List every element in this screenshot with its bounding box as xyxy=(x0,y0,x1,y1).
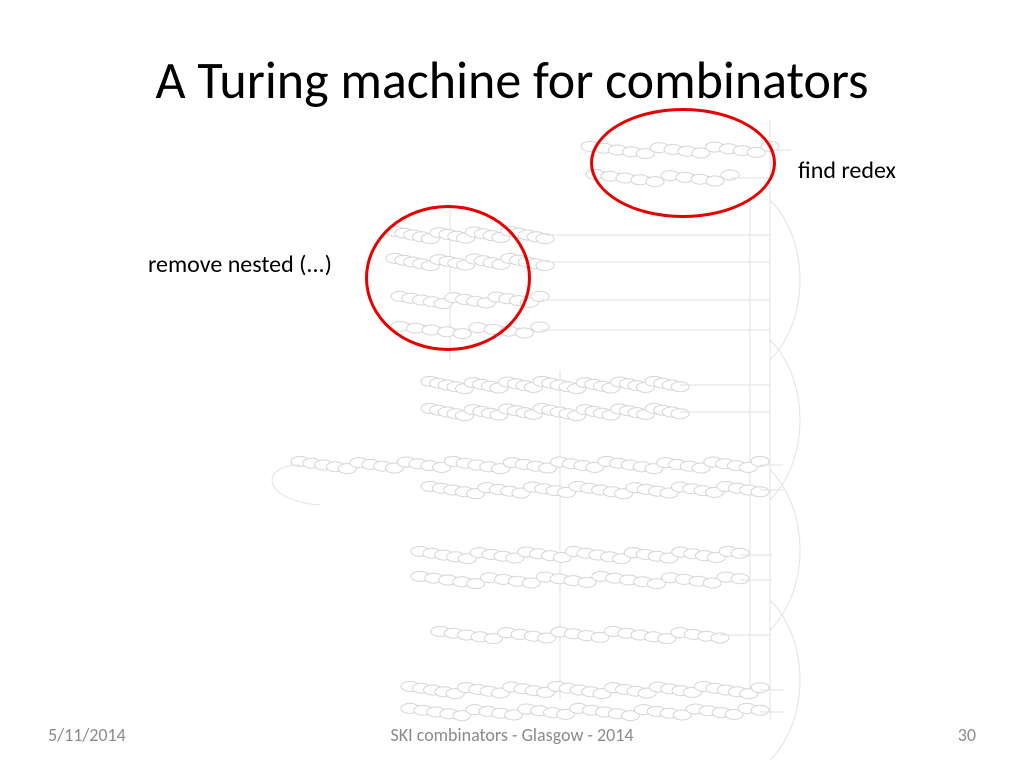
ring-remove-nested xyxy=(365,205,531,351)
footer: 5/11/2014 SKI combinators - Glasgow - 20… xyxy=(0,716,1024,746)
slide: A Turing machine for combinators find re… xyxy=(0,0,1024,768)
label-remove-nested: remove nested (...) xyxy=(148,250,332,279)
footer-center: SKI combinators - Glasgow - 2014 xyxy=(0,724,1024,746)
footer-page: 30 xyxy=(958,724,976,746)
state-graph-diagram xyxy=(0,0,1024,768)
ring-find-redex xyxy=(590,108,776,218)
label-find-redex: find redex xyxy=(798,156,896,185)
